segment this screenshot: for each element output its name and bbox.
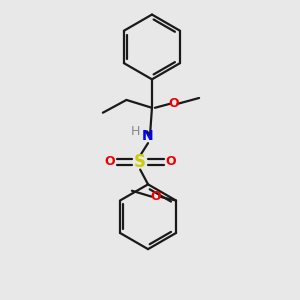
Text: O: O <box>168 98 179 110</box>
Text: O: O <box>104 155 115 168</box>
Text: H: H <box>130 125 140 138</box>
Text: S: S <box>134 153 146 171</box>
Text: N: N <box>142 129 154 143</box>
Text: O: O <box>150 190 161 203</box>
Text: O: O <box>165 155 176 168</box>
